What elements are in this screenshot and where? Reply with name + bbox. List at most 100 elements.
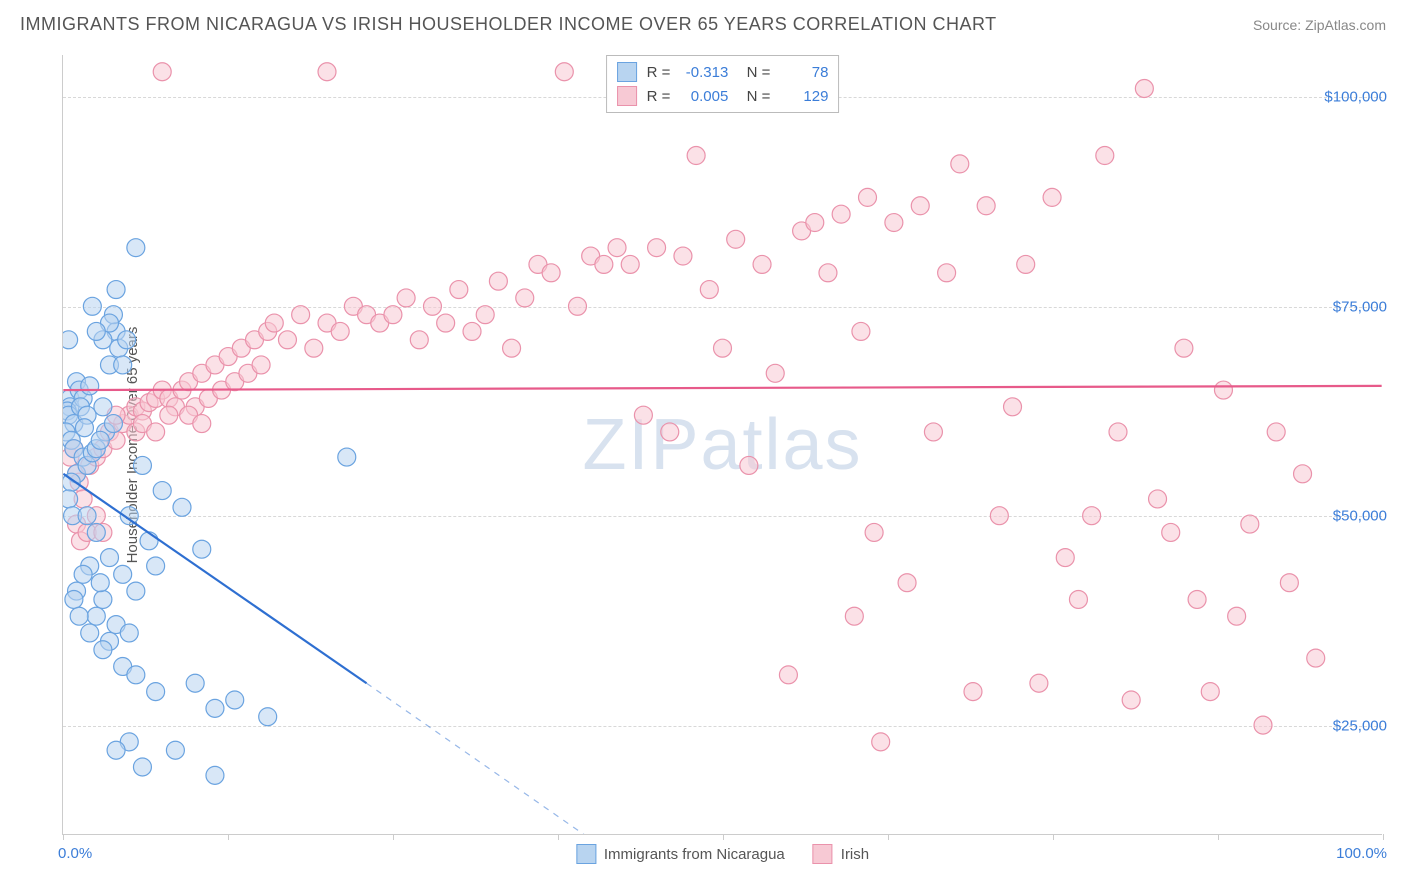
r-value-irish: 0.005 xyxy=(680,88,728,105)
data-point xyxy=(127,582,145,600)
data-point xyxy=(278,331,296,349)
x-tick xyxy=(888,834,889,840)
data-point xyxy=(714,339,732,357)
legend-row-irish: R = 0.005 N = 129 xyxy=(617,84,829,108)
data-point xyxy=(779,666,797,684)
data-point xyxy=(568,297,586,315)
n-value-nicaragua: 78 xyxy=(780,64,828,81)
data-point xyxy=(845,607,863,625)
data-point xyxy=(186,674,204,692)
data-point xyxy=(83,297,101,315)
plot-svg xyxy=(63,55,1382,834)
source-label: Source: ZipAtlas.com xyxy=(1253,17,1386,33)
data-point xyxy=(938,264,956,282)
data-point xyxy=(75,419,93,437)
data-point xyxy=(94,398,112,416)
data-point xyxy=(384,306,402,324)
data-point xyxy=(78,507,96,525)
n-value-irish: 129 xyxy=(780,88,828,105)
swatch-nicaragua xyxy=(617,62,637,82)
n-label: N = xyxy=(738,88,770,105)
data-point xyxy=(1294,465,1312,483)
data-point xyxy=(1004,398,1022,416)
data-point xyxy=(700,281,718,299)
data-point xyxy=(107,741,125,759)
x-tick xyxy=(393,834,394,840)
data-point xyxy=(305,339,323,357)
correlation-legend: R = -0.313 N = 78 R = 0.005 N = 129 xyxy=(606,55,840,113)
x-tick xyxy=(63,834,64,840)
data-point xyxy=(1017,255,1035,273)
x-tick xyxy=(1383,834,1384,840)
data-point xyxy=(318,63,336,81)
data-point xyxy=(331,322,349,340)
data-point xyxy=(206,699,224,717)
data-point xyxy=(114,565,132,583)
data-point xyxy=(153,482,171,500)
data-point xyxy=(104,415,122,433)
data-point xyxy=(924,423,942,441)
data-point xyxy=(1201,683,1219,701)
data-point xyxy=(173,498,191,516)
data-point xyxy=(634,406,652,424)
data-point xyxy=(1096,147,1114,165)
data-point xyxy=(951,155,969,173)
data-point xyxy=(1149,490,1167,508)
chart-container: Householder Income Over 65 years ZIPatla… xyxy=(50,55,1390,835)
data-point xyxy=(1056,549,1074,567)
data-point xyxy=(423,297,441,315)
x-tick xyxy=(723,834,724,840)
data-point xyxy=(63,331,78,349)
data-point xyxy=(140,532,158,550)
data-point xyxy=(74,565,92,583)
n-label: N = xyxy=(738,64,770,81)
data-point xyxy=(147,557,165,575)
legend-label-nicaragua: Immigrants from Nicaragua xyxy=(604,846,785,863)
trend-line-extrapolated xyxy=(367,683,644,834)
data-point xyxy=(898,574,916,592)
data-point xyxy=(687,147,705,165)
data-point xyxy=(1135,80,1153,98)
data-point xyxy=(81,624,99,642)
data-point xyxy=(489,272,507,290)
data-point xyxy=(859,188,877,206)
data-point xyxy=(1109,423,1127,441)
data-point xyxy=(1241,515,1259,533)
data-point xyxy=(674,247,692,265)
r-value-nicaragua: -0.313 xyxy=(680,64,728,81)
r-label: R = xyxy=(647,64,671,81)
data-point xyxy=(226,691,244,709)
data-point xyxy=(1307,649,1325,667)
data-point xyxy=(292,306,310,324)
data-point xyxy=(259,708,277,726)
data-point xyxy=(193,540,211,558)
data-point xyxy=(1214,381,1232,399)
data-point xyxy=(120,624,138,642)
plot-area: ZIPatlas R = -0.313 N = 78 R = 0.005 N =… xyxy=(62,55,1382,835)
data-point xyxy=(1043,188,1061,206)
data-point xyxy=(107,281,125,299)
data-point xyxy=(806,214,824,232)
legend-item-irish: Irish xyxy=(813,844,869,864)
data-point xyxy=(252,356,270,374)
swatch-irish-bottom xyxy=(813,844,833,864)
data-point xyxy=(265,314,283,332)
data-point xyxy=(127,239,145,257)
data-point xyxy=(147,683,165,701)
data-point xyxy=(964,683,982,701)
x-axis-min-label: 0.0% xyxy=(58,845,92,862)
legend-label-irish: Irish xyxy=(841,846,869,863)
x-axis-max-label: 100.0% xyxy=(1336,845,1387,862)
data-point xyxy=(437,314,455,332)
data-point xyxy=(94,641,112,659)
r-label: R = xyxy=(647,88,671,105)
data-point xyxy=(476,306,494,324)
data-point xyxy=(193,415,211,433)
chart-title: IMMIGRANTS FROM NICARAGUA VS IRISH HOUSE… xyxy=(20,14,997,35)
x-tick xyxy=(228,834,229,840)
data-point xyxy=(133,456,151,474)
data-point xyxy=(1254,716,1272,734)
data-point xyxy=(65,590,83,608)
data-point xyxy=(648,239,666,257)
data-point xyxy=(852,322,870,340)
